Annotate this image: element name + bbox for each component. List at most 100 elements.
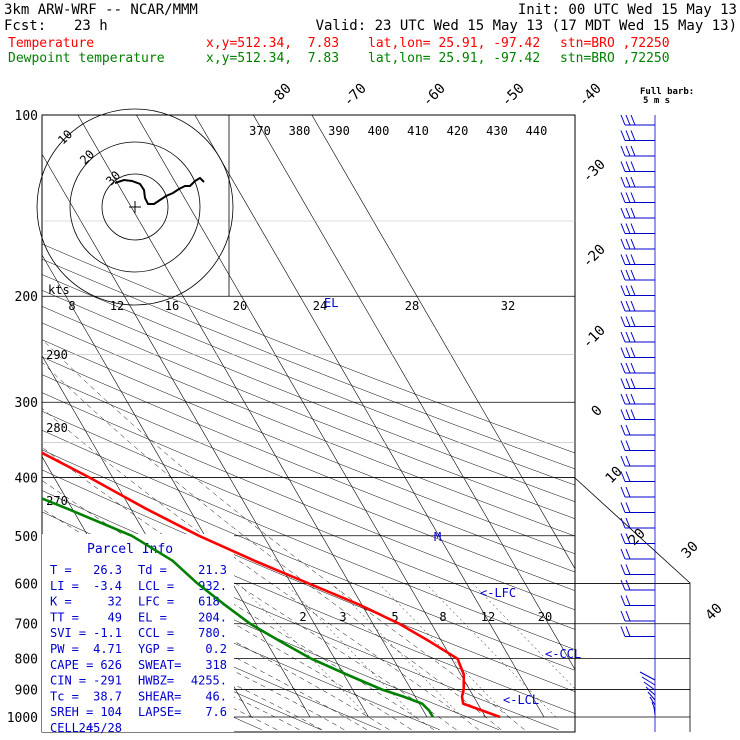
parcel-field-label: LAPSE=	[138, 705, 181, 719]
dry-adiabat-line	[42, 429, 575, 650]
legend-dewpoint-station: stn=BRO ,72250	[560, 51, 670, 66]
wind-barb	[620, 192, 655, 203]
wind-barb-flag	[625, 378, 631, 389]
dry-adiabat-line	[42, 579, 381, 731]
wind-barb-flag	[625, 533, 631, 544]
parcel-field-value: 104	[100, 705, 122, 719]
level-markers: <-LFC <-CCL <-LCL EL M	[324, 296, 581, 707]
wind-barb-low	[653, 706, 656, 716]
init-time: Init: 00 UTC Wed 15 May 13	[517, 2, 737, 18]
pressure-tick-label: 700	[15, 618, 38, 633]
parcel-field-label: CELL =	[50, 721, 93, 735]
wind-barb-flag	[630, 393, 636, 405]
parcel-field-value: 626	[100, 658, 122, 672]
wind-barb	[620, 223, 655, 234]
parcel-field-label: LCL =	[138, 579, 174, 593]
parcel-field-value: 46.	[205, 689, 227, 703]
wind-barb-flag	[620, 548, 626, 560]
parcel-field-label: EL =	[138, 610, 167, 624]
wind-barb-flag	[625, 362, 631, 374]
wind-barb-flag	[625, 440, 631, 451]
wind-barbs	[620, 114, 656, 732]
wind-barb-flag	[625, 130, 631, 141]
wind-barb-flag	[630, 409, 636, 420]
wind-barb-flag	[625, 455, 631, 467]
pressure-tick-label: 300	[15, 396, 38, 411]
wind-barb	[620, 579, 655, 591]
wind-barb-flag	[625, 517, 631, 529]
theta-label: 430	[486, 124, 508, 138]
wind-barb	[620, 207, 655, 219]
wind-barb	[620, 455, 655, 467]
wind-barb	[620, 378, 655, 389]
dewpoint-profile	[42, 497, 435, 718]
wind-barb-flag	[630, 145, 636, 157]
wind-barb-flag	[620, 393, 626, 405]
parcel-field-value: -291	[93, 674, 122, 688]
wind-barb-flag	[620, 254, 626, 265]
wind-barb-low	[641, 676, 656, 686]
wind-barb	[620, 347, 655, 358]
parcel-field-value: 4.71	[93, 642, 122, 656]
pressure-tick-label: 100	[15, 109, 38, 124]
wind-barb	[620, 254, 655, 265]
isotherm-label: -10	[580, 323, 609, 352]
parcel-field-label: TT =	[50, 610, 79, 624]
parcel-panel-bg	[42, 534, 234, 732]
isotherm-line	[253, 115, 575, 671]
isotherm-label: -80	[266, 81, 295, 110]
wind-barb-flag	[620, 610, 626, 622]
dry-adiabat-line	[42, 469, 575, 692]
moist-adiabat-line	[42, 338, 525, 730]
pressure-tick-label: 800	[15, 653, 38, 668]
legend-temperature-label: Temperature	[8, 36, 95, 51]
wind-barb-flag	[630, 114, 636, 126]
legend-dewpoint-xy: x,y=512.34, 7.83	[206, 51, 340, 66]
theta-label: 380	[289, 124, 311, 138]
mixing-ratio-label-upper: 20	[233, 299, 247, 313]
wind-barb	[620, 486, 655, 498]
temperature-profile	[42, 451, 501, 719]
wind-barb-flag	[620, 300, 626, 312]
wind-barb-flag	[625, 223, 631, 234]
wind-barb-flag	[625, 176, 631, 188]
wind-barb	[620, 393, 655, 405]
mixing-ratio-line	[285, 583, 416, 718]
m-marker: M	[434, 530, 441, 544]
parcel-field-label: YGP =	[138, 642, 174, 656]
pressure-tick-label: 600	[15, 577, 38, 592]
wind-barb-flag	[625, 145, 631, 157]
isotherm-label: 40	[703, 601, 726, 624]
parcel-field-value: 0.2	[205, 642, 227, 656]
ccl-marker: <-CCL	[545, 647, 581, 661]
theta-label: 390	[328, 124, 350, 138]
wind-barb-flag	[620, 471, 626, 482]
wind-barb-flag	[620, 502, 626, 513]
isotherm-label: -60	[420, 81, 449, 110]
wind-barb-flag	[625, 347, 631, 358]
parcel-field-label: T =	[50, 563, 72, 577]
hodograph-ring	[101, 173, 169, 241]
barb-legend-title: Full barb:	[640, 87, 694, 97]
parcel-field-label: LI =	[50, 579, 79, 593]
barb-legend-units: 5 m s	[643, 96, 670, 106]
wind-barb	[620, 595, 655, 606]
lfc-marker: <-LFC	[480, 586, 516, 600]
dry-adiabat-line	[42, 374, 575, 591]
parcel-field-value: 32	[108, 595, 122, 609]
wind-barb	[620, 285, 655, 296]
moist-adiabat-line	[42, 533, 390, 731]
mixing-ratio-label-lower: 5	[391, 610, 398, 624]
wind-barb	[620, 331, 655, 343]
wind-barb-flag	[620, 285, 626, 296]
wind-barb-flag	[625, 548, 631, 560]
moist-adiabat-line	[42, 361, 502, 730]
pressure-tick-label: 400	[15, 471, 38, 486]
wind-barb-flag	[620, 114, 626, 126]
theta-e-label: 290	[46, 348, 68, 362]
parcel-field-label: HWBZ=	[138, 674, 174, 688]
parcel-field-value: 780.	[198, 626, 227, 640]
wind-barb-flag	[620, 455, 626, 467]
wind-barb-flag	[625, 300, 631, 312]
wind-barb-flag	[620, 564, 626, 575]
